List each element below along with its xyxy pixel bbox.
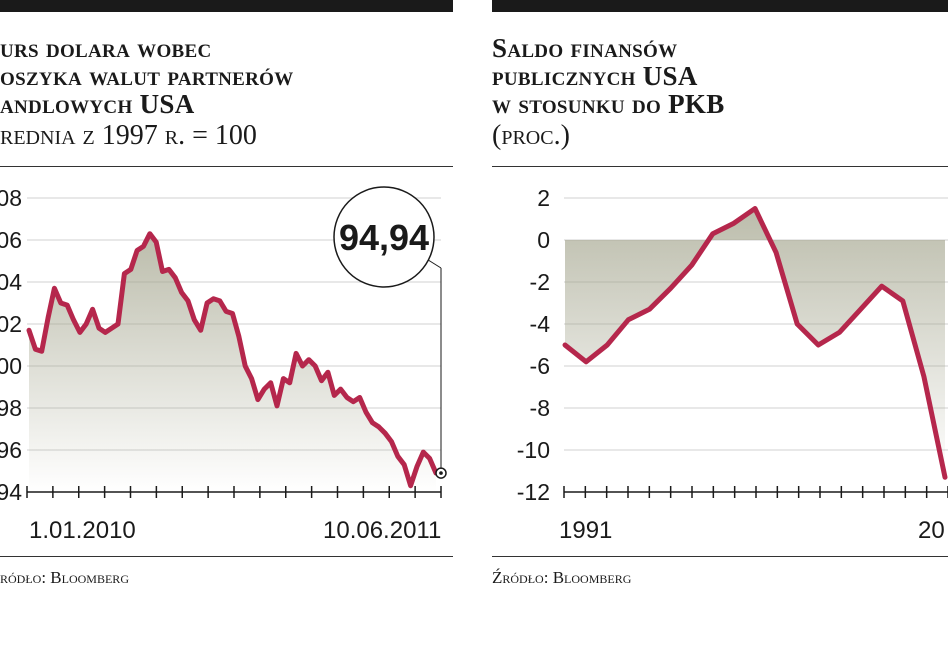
- right-title-line-3: w stosunku do PKB: [492, 89, 725, 119]
- left-y-tick-label: 00: [0, 353, 22, 379]
- left-y-tick-label: 94: [0, 479, 22, 505]
- right-y-tick-label: -12: [517, 479, 550, 505]
- right-chart-subtitle: (proc.): [492, 120, 570, 151]
- left-y-tick-label: 04: [0, 269, 22, 295]
- right-source-note: Źródło: Bloomberg: [492, 568, 632, 587]
- right-y-tick-label: 2: [537, 185, 550, 211]
- left-x-end-label: 10.06.2011: [323, 517, 442, 544]
- right-y-tick-label: -2: [530, 269, 550, 295]
- right-title-line-1: Saldo finansów: [492, 33, 678, 63]
- right-y-tick-label: 0: [537, 227, 550, 253]
- right-series-line: [562, 206, 948, 480]
- left-y-tick-label: 08: [0, 185, 22, 211]
- right-top-bar: [492, 0, 948, 12]
- left-area-fill: [29, 233, 436, 492]
- right-chart-plot: 2 0 -2 -4 -6 -8 -10 -12: [517, 185, 948, 505]
- left-title-line-2: oszyka walut partnerów: [0, 61, 294, 91]
- left-callout-value: 94,94: [339, 217, 429, 258]
- left-y-tick-label: 98: [0, 395, 22, 421]
- left-chart-subtitle: rednia z 1997 r. = 100: [0, 120, 257, 151]
- left-chart-title: urs dolara wobec oszyka walut partnerów …: [0, 34, 294, 118]
- left-header-rule: [0, 166, 453, 167]
- left-chart-plot: 08 06 04 02 00 98 96 94 94,94: [0, 185, 447, 505]
- left-footer-rule: [0, 556, 453, 557]
- right-chart-title: Saldo finansów publicznych USA w stosunk…: [492, 34, 725, 118]
- left-callout-bubble: [333, 186, 435, 288]
- left-source-note: ródło: Bloomberg: [0, 568, 129, 587]
- left-title-line-1: urs dolara wobec: [0, 33, 212, 63]
- left-series-line: [26, 231, 439, 489]
- right-title-line-2: publicznych USA: [492, 61, 698, 91]
- left-end-marker-dot: [439, 471, 443, 475]
- right-x-start-label: 1991: [559, 517, 613, 544]
- left-x-start-label: 1.01.2010: [29, 517, 136, 544]
- left-y-tick-label: 06: [0, 227, 22, 253]
- left-y-tick-label: 96: [0, 437, 22, 463]
- left-title-line-3: andlowych USA: [0, 89, 195, 119]
- right-area-fill: [565, 208, 945, 478]
- left-top-bar: [0, 0, 453, 12]
- right-x-end-label: 20: [918, 517, 945, 544]
- right-y-tick-label: -8: [530, 395, 550, 421]
- right-y-tick-label: -4: [530, 311, 551, 337]
- right-y-tick-label: -10: [517, 437, 550, 463]
- right-footer-rule: [492, 556, 948, 557]
- right-y-tick-label: -6: [530, 353, 550, 379]
- left-y-tick-label: 02: [0, 311, 22, 337]
- right-header-rule: [492, 166, 948, 167]
